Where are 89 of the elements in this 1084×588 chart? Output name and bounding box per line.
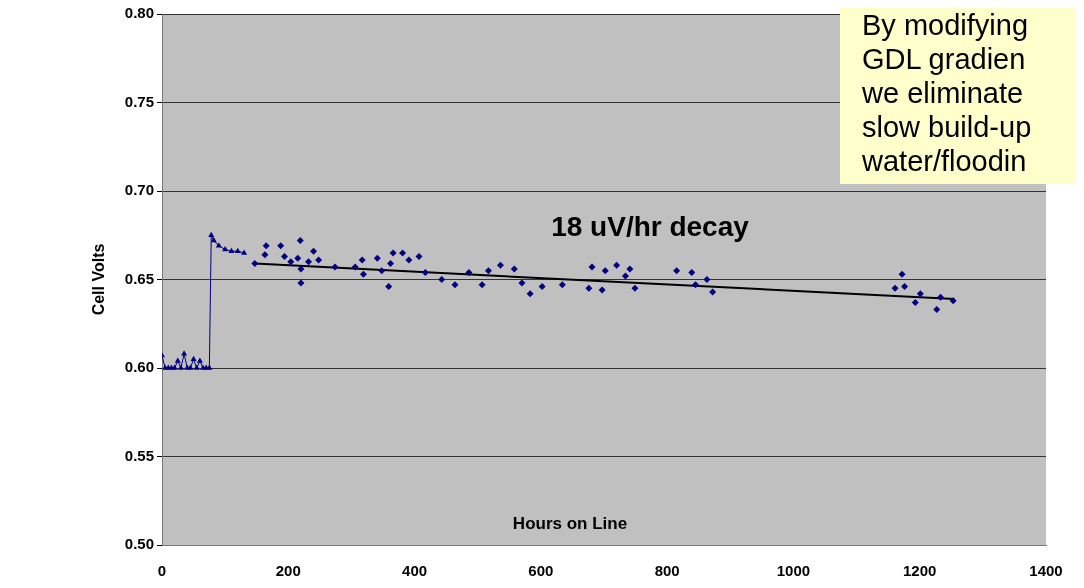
point bbox=[261, 251, 269, 259]
point bbox=[601, 267, 609, 275]
x-tick-label: 200 bbox=[275, 562, 301, 580]
point bbox=[297, 279, 305, 287]
x-axis-title: Hours on Line bbox=[511, 514, 629, 534]
point bbox=[251, 260, 259, 268]
point bbox=[898, 270, 906, 278]
point bbox=[331, 263, 339, 271]
point bbox=[613, 261, 621, 269]
point bbox=[451, 281, 459, 289]
point bbox=[287, 258, 295, 266]
point bbox=[438, 276, 446, 283]
point bbox=[281, 252, 288, 260]
point bbox=[277, 242, 285, 250]
point bbox=[193, 364, 200, 370]
point bbox=[310, 247, 318, 255]
point bbox=[378, 267, 386, 275]
x-tick-label: 1200 bbox=[903, 562, 937, 580]
x-tick-label: 400 bbox=[402, 562, 428, 580]
point bbox=[297, 265, 305, 273]
y-tick-label: 0.70 bbox=[124, 181, 154, 199]
point bbox=[891, 284, 899, 292]
point bbox=[181, 350, 188, 356]
point bbox=[177, 364, 184, 370]
point bbox=[709, 288, 717, 296]
point bbox=[415, 252, 423, 260]
point bbox=[228, 247, 235, 253]
point bbox=[387, 260, 395, 268]
point bbox=[496, 261, 504, 269]
y-tick-label: 0.60 bbox=[124, 358, 154, 376]
annotation: By modifying GDL gradien we eliminate slow build-up water/floodin bbox=[840, 8, 1076, 184]
point bbox=[399, 249, 407, 257]
x-tick-label: 600 bbox=[528, 562, 554, 580]
x-tick-label: 1400 bbox=[1029, 562, 1063, 580]
point bbox=[937, 293, 945, 301]
point bbox=[304, 258, 312, 266]
point bbox=[933, 306, 941, 314]
point bbox=[222, 245, 229, 252]
point bbox=[262, 242, 270, 250]
point bbox=[174, 357, 181, 363]
point bbox=[949, 297, 957, 305]
point bbox=[911, 299, 919, 307]
point bbox=[351, 263, 359, 271]
point bbox=[631, 284, 639, 292]
point bbox=[190, 355, 197, 361]
x-tick-label: 0 bbox=[157, 562, 167, 580]
point bbox=[359, 270, 367, 278]
y-tick-label: 0.55 bbox=[124, 446, 154, 464]
point bbox=[215, 242, 222, 248]
point bbox=[588, 263, 596, 271]
point bbox=[621, 272, 629, 280]
point bbox=[526, 290, 534, 298]
point bbox=[478, 281, 486, 289]
point bbox=[538, 283, 546, 291]
point bbox=[518, 279, 526, 287]
point bbox=[373, 254, 381, 262]
point bbox=[901, 283, 909, 291]
point bbox=[208, 231, 215, 237]
point bbox=[241, 249, 248, 255]
point bbox=[234, 247, 241, 253]
y-axis-title: Cell Volts bbox=[90, 243, 108, 316]
y-tick-label: 0.75 bbox=[124, 92, 154, 110]
point bbox=[315, 256, 323, 264]
point bbox=[673, 267, 681, 275]
annotation: 18 uV/hr decay bbox=[551, 210, 750, 242]
point bbox=[294, 254, 302, 262]
point bbox=[465, 268, 473, 276]
y-tick-label: 0.65 bbox=[124, 269, 154, 287]
point bbox=[692, 281, 700, 289]
point bbox=[585, 284, 593, 292]
point bbox=[389, 249, 397, 257]
point bbox=[296, 237, 304, 245]
point bbox=[385, 283, 393, 291]
y-tick-label: 0.80 bbox=[124, 4, 154, 22]
x-tick-label: 800 bbox=[654, 562, 680, 580]
point bbox=[510, 265, 518, 273]
point bbox=[421, 268, 429, 276]
point bbox=[484, 267, 492, 275]
x-tick-label: 1000 bbox=[776, 562, 811, 580]
point bbox=[405, 256, 413, 264]
point bbox=[626, 265, 634, 273]
point bbox=[688, 268, 696, 276]
y-tick-label: 0.50 bbox=[124, 535, 154, 553]
point bbox=[358, 256, 366, 264]
point bbox=[703, 276, 711, 283]
point bbox=[196, 357, 203, 363]
point bbox=[558, 281, 566, 289]
point bbox=[598, 286, 606, 294]
point bbox=[916, 290, 924, 298]
